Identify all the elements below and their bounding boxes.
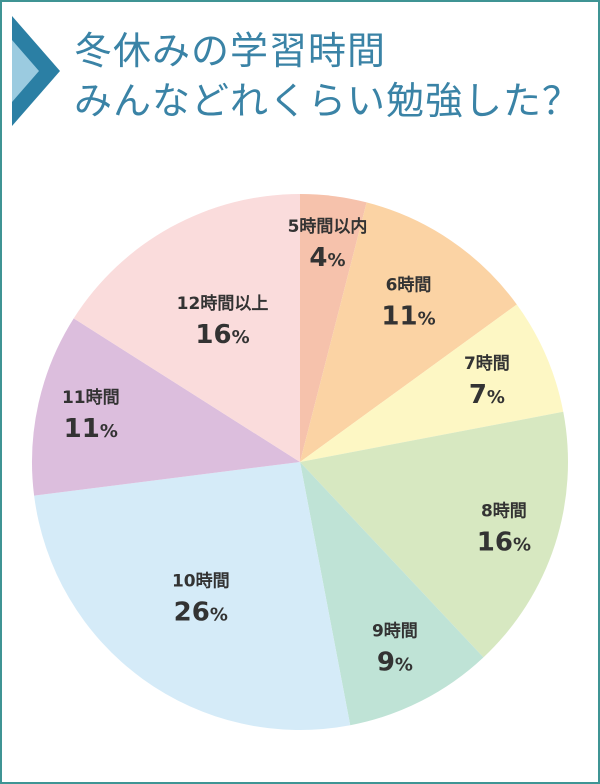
slice-value-label: 4% (309, 243, 345, 273)
slice-percent-sign: % (100, 421, 118, 442)
slice-category-label: 5時間以内 (288, 216, 368, 237)
pie-slices (31, 194, 568, 730)
pie-labels: 5時間以内4%6時間11%7時間7%8時間16%9時間9%10時間26%11時間… (62, 216, 531, 677)
title-line-2: みんなどれくらい勉強した？ (74, 79, 582, 123)
slice-category-label: 6時間 (386, 274, 432, 295)
slice-percent-sign: % (487, 387, 505, 408)
pie-slice (31, 318, 301, 496)
chart-title: 冬休みの学習時間 みんなどれくらい勉強した？ (74, 26, 581, 126)
slice-category-label: 8時間 (481, 500, 527, 521)
slice-category-label: 9時間 (372, 620, 418, 641)
slice-percent-sign: % (395, 654, 413, 675)
pie-slice (34, 462, 351, 730)
triangle-arrow-icon (12, 16, 60, 126)
slice-percent-sign: % (210, 605, 228, 626)
pie-slice (300, 202, 517, 463)
slice-category-label: 10時間 (172, 571, 230, 592)
slice-percent-sign: % (513, 534, 531, 555)
slice-value-label: 11% (381, 301, 435, 331)
pie-slice (300, 194, 367, 462)
pie-slice (300, 411, 568, 658)
slice-category-label: 7時間 (464, 353, 510, 374)
slice-percent-sign: % (232, 327, 250, 348)
slice-percent-sign: % (328, 250, 346, 271)
slice-category-label: 11時間 (62, 387, 120, 408)
pie-slice (300, 462, 484, 726)
pie-slice (300, 304, 564, 462)
title-line-1: 冬休みの学習時間 (74, 29, 387, 73)
pie-slice (73, 194, 300, 462)
slice-percent-sign: % (418, 308, 436, 329)
slice-category-label: 12時間以上 (177, 293, 269, 314)
